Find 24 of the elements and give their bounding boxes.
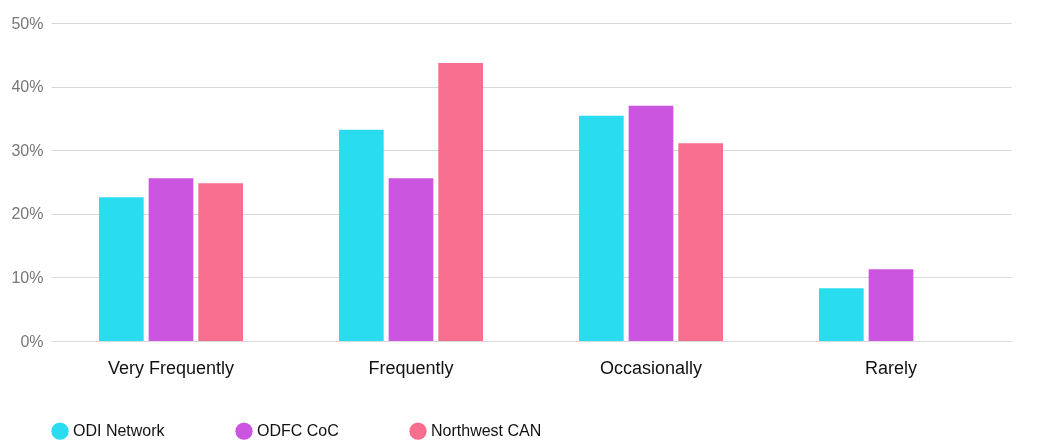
x-tick-label: Frequently <box>368 357 454 378</box>
bar <box>339 129 384 341</box>
legend-label: ODI Network <box>73 422 166 440</box>
y-tick-label: 10% <box>11 268 44 286</box>
x-tick-label: Occasionally <box>599 357 703 378</box>
legend-label: ODFC CoC <box>257 422 339 440</box>
y-tick-label: 30% <box>11 141 44 159</box>
bar <box>148 178 194 341</box>
y-tick-label: 0% <box>20 332 44 350</box>
legend-label: Northwest CAN <box>431 422 542 440</box>
bar <box>198 183 243 341</box>
bar <box>438 63 483 341</box>
bar <box>579 115 624 341</box>
y-tick-label: 20% <box>11 205 44 223</box>
x-tick-label: Rarely <box>864 357 918 378</box>
y-tick-label: 50% <box>11 14 44 32</box>
bar <box>99 197 144 341</box>
x-tick-label: Very Frequently <box>107 357 235 378</box>
bar <box>628 105 674 341</box>
y-tick-label: 40% <box>11 78 44 96</box>
bar <box>819 288 864 341</box>
bar <box>678 143 723 341</box>
bar <box>388 178 434 341</box>
bar <box>868 269 914 341</box>
